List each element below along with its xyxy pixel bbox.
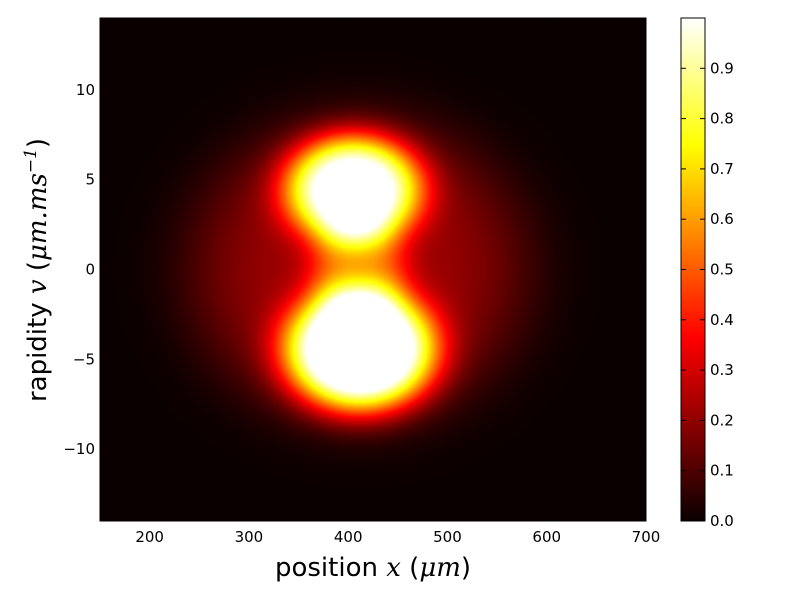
colorbar-tick-label: 0.2 bbox=[710, 411, 734, 429]
x-tick-label: 200 bbox=[135, 528, 164, 546]
colorbar-tick-label: 0.1 bbox=[710, 462, 734, 480]
x-tick-label: 600 bbox=[532, 528, 561, 546]
x-tick-label: 300 bbox=[235, 528, 264, 546]
y-axis-ticks: −10 −5 0 5 10 bbox=[63, 81, 646, 458]
colorbar-tick-label: 0.7 bbox=[710, 160, 734, 178]
y-tick-label: −5 bbox=[73, 350, 95, 368]
colorbar-tick-label: 0.6 bbox=[710, 210, 734, 228]
colorbar-tick-label: 0.0 bbox=[710, 512, 734, 530]
x-tick-label: 500 bbox=[433, 528, 462, 546]
x-axis-ticks: 200 300 400 500 600 700 bbox=[135, 18, 660, 546]
y-tick-label: 10 bbox=[76, 81, 95, 99]
colorbar-tick-label: 0.8 bbox=[710, 110, 734, 128]
colorbar-tick-label: 0.9 bbox=[710, 59, 734, 77]
colorbar-ticks: 0.0 0.1 0.2 0.3 0.4 0.5 0.6 0.7 0.8 0.9 bbox=[681, 59, 734, 530]
x-axis-title: position x (μm) bbox=[275, 553, 471, 583]
colorbar: 0.0 0.1 0.2 0.3 0.4 0.5 0.6 0.7 0.8 0.9 bbox=[680, 17, 734, 530]
x-tick-label: 400 bbox=[334, 528, 363, 546]
colorbar-tick-label: 0.5 bbox=[710, 261, 734, 279]
y-tick-label: 5 bbox=[85, 171, 95, 189]
y-tick-label: 0 bbox=[85, 261, 95, 279]
colorbar-tick-label: 0.4 bbox=[710, 311, 734, 329]
y-tick-label: −10 bbox=[63, 440, 95, 458]
colorbar-tick-label: 0.3 bbox=[710, 361, 734, 379]
heatmap-image bbox=[100, 18, 646, 521]
plot-area: 200 300 400 500 600 700 −10 −5 0 5 10 bbox=[63, 17, 660, 546]
x-tick-label: 700 bbox=[632, 528, 661, 546]
y-axis-title: rapidity v (μm.ms−1) bbox=[21, 138, 53, 402]
